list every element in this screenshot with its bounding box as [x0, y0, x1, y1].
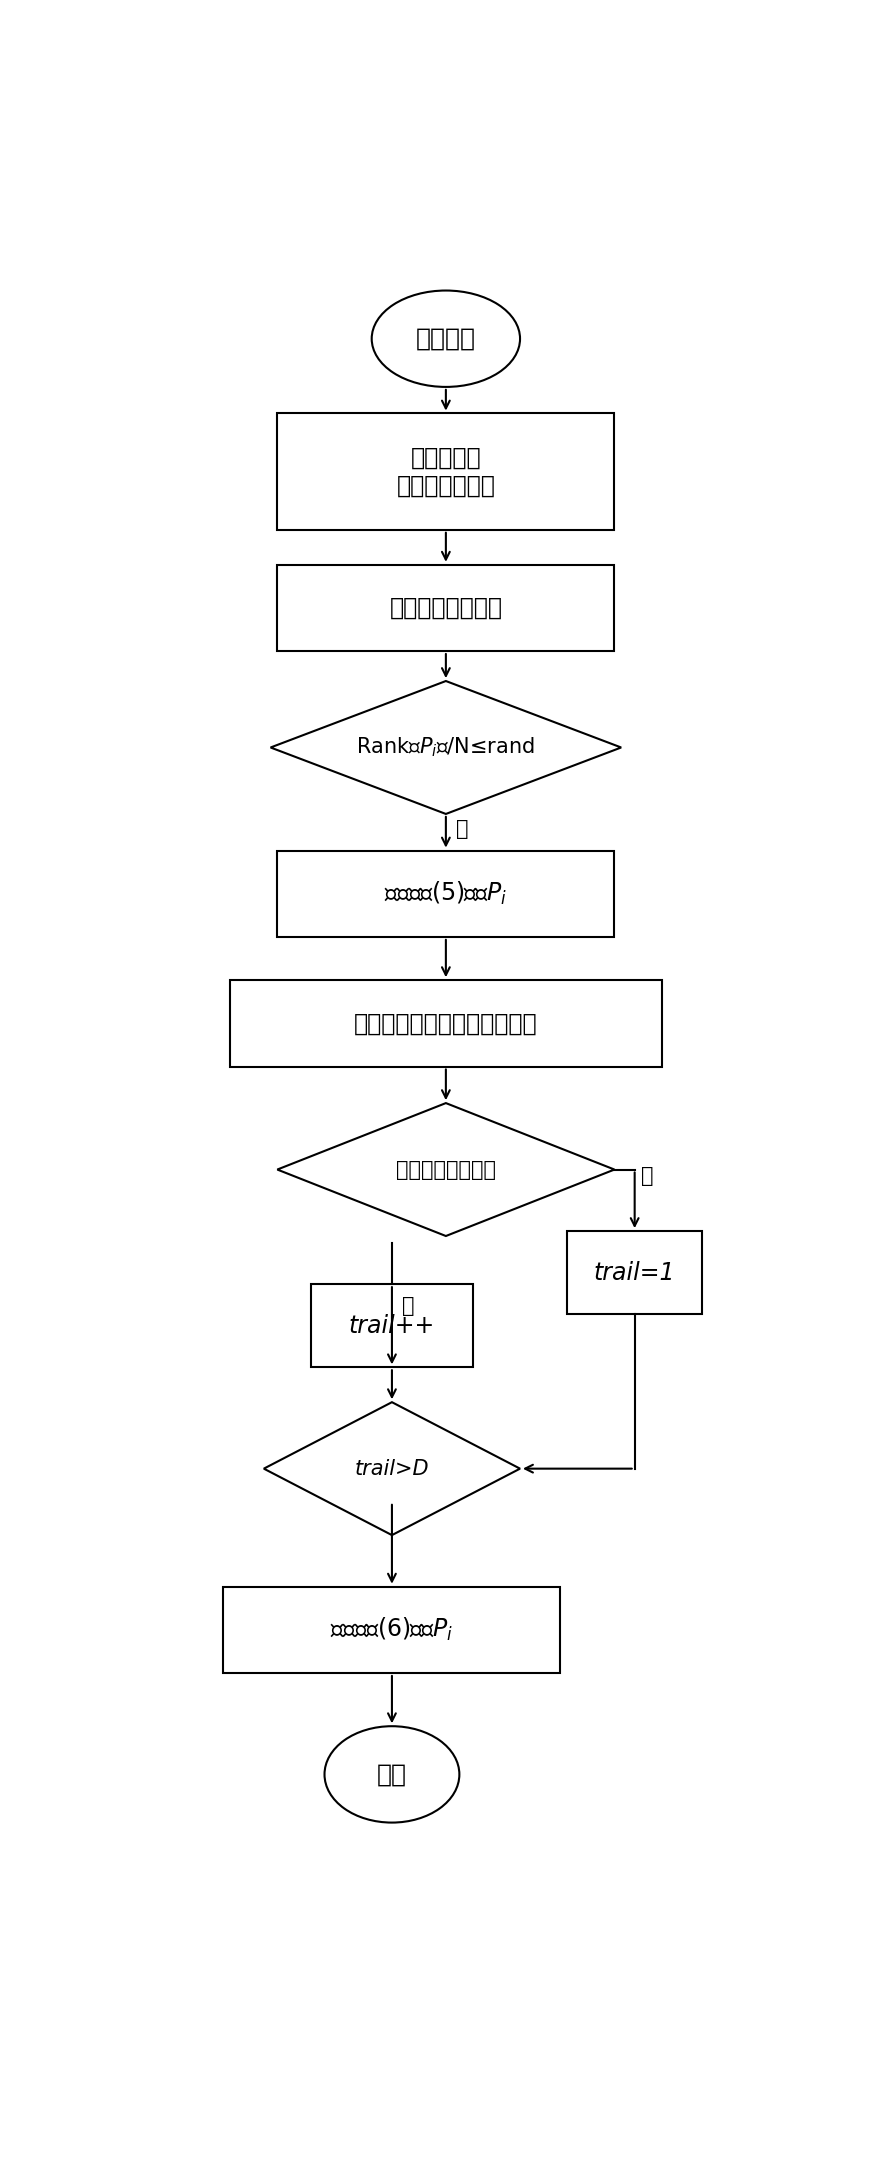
FancyBboxPatch shape: [567, 1230, 701, 1314]
Text: trail=1: trail=1: [594, 1260, 674, 1284]
Text: Rank（$P_i$）/N≤rand: Rank（$P_i$）/N≤rand: [356, 736, 534, 760]
FancyBboxPatch shape: [311, 1284, 473, 1368]
Text: 根据公式(6)更新$P_i$: 根据公式(6)更新$P_i$: [330, 1616, 453, 1644]
FancyBboxPatch shape: [223, 1586, 560, 1672]
Text: 更新过程: 更新过程: [415, 326, 475, 352]
Ellipse shape: [371, 291, 520, 386]
Text: 根据适应度
对所有个体排序: 根据适应度 对所有个体排序: [396, 447, 494, 498]
FancyBboxPatch shape: [277, 565, 614, 652]
Text: 最优个体得到改善: 最优个体得到改善: [395, 1159, 495, 1180]
FancyBboxPatch shape: [229, 980, 661, 1066]
Text: 种群中的每个个体: 种群中的每个个体: [389, 596, 501, 619]
Text: trail++: trail++: [348, 1314, 434, 1338]
Text: 计算适应度值，得到最优个体: 计算适应度值，得到最优个体: [354, 1012, 537, 1036]
Text: 结束: 结束: [376, 1763, 407, 1787]
FancyBboxPatch shape: [277, 850, 614, 937]
Text: 否: 否: [401, 1295, 414, 1316]
Polygon shape: [270, 682, 620, 814]
FancyBboxPatch shape: [277, 414, 614, 531]
Polygon shape: [277, 1103, 614, 1237]
Ellipse shape: [324, 1726, 459, 1824]
Text: trail>D: trail>D: [355, 1459, 428, 1478]
Text: 是: 是: [455, 818, 468, 839]
Text: 是: 是: [640, 1165, 653, 1187]
Polygon shape: [263, 1403, 520, 1534]
Text: 根据公式(5)更新$P_i$: 根据公式(5)更新$P_i$: [384, 880, 507, 906]
